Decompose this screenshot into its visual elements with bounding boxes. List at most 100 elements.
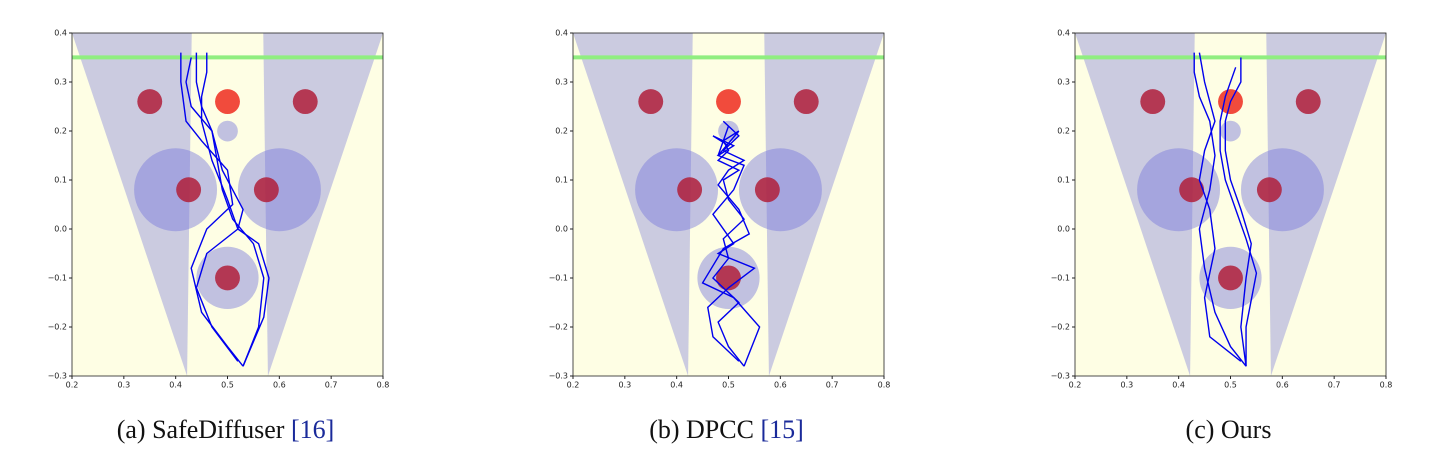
- y-tick-label: 0.3: [54, 78, 67, 87]
- x-tick-label: 0.2: [1069, 381, 1082, 390]
- y-tick-label: 0.4: [555, 29, 568, 38]
- y-tick-label: 0.1: [54, 176, 67, 185]
- x-tick-label: 0.8: [878, 381, 891, 390]
- x-tick-label: 0.3: [117, 381, 130, 390]
- left-cone: [1075, 33, 1195, 376]
- trajectory: [701, 120, 761, 367]
- subplot: 0.2 0.3 0.4 0.5 0.6 0.7 0.8 −0.3 −0.2 −0.1 0.0 0.1 0…: [48, 29, 390, 444]
- citation: [16]: [291, 415, 334, 444]
- safe-zone: [217, 120, 238, 142]
- x-tick-label: 0.4: [670, 381, 683, 390]
- left-cone: [72, 33, 192, 376]
- safe-zone: [1220, 120, 1241, 142]
- y-tick-label: −0.1: [549, 274, 568, 283]
- y-tick-label: 0.2: [54, 127, 67, 136]
- y-tick-label: −0.3: [549, 372, 568, 381]
- x-tick-label: 0.3: [618, 381, 631, 390]
- obstacle: [137, 89, 163, 115]
- y-tick-label: −0.2: [549, 323, 568, 332]
- x-tick-label: 0.6: [1276, 381, 1289, 390]
- y-tick-label: 0.4: [54, 29, 67, 38]
- plot-area: [1075, 33, 1386, 376]
- obstacle: [793, 89, 819, 115]
- obstacle: [1256, 177, 1282, 203]
- x-tick-label: 0.5: [221, 381, 234, 390]
- safe-zone: [738, 148, 822, 232]
- right-cone: [263, 33, 383, 376]
- y-tick-label: 0.1: [1057, 176, 1070, 185]
- caption: (c) Ours: [1186, 415, 1272, 444]
- y-tick-label: −0.2: [1051, 323, 1070, 332]
- caption-text: (c) Ours: [1186, 415, 1272, 444]
- trajectory: [1198, 52, 1242, 362]
- x-tick-label: 0.5: [1224, 381, 1237, 390]
- subplot: 0.2 0.3 0.4 0.5 0.6 0.7 0.8 −0.3 −0.2 −0.1 0.0 0.1 0…: [1051, 29, 1393, 444]
- caption-text: (a) SafeDiffuser: [117, 415, 291, 444]
- x-tick-label: 0.3: [1120, 381, 1133, 390]
- obstacle: [253, 177, 279, 203]
- x-tick-label: 0.2: [66, 381, 79, 390]
- x-tick-label: 0.7: [325, 381, 338, 390]
- safe-zone: [635, 148, 719, 232]
- y-tick-label: 0.4: [1057, 29, 1070, 38]
- obstacle: [215, 89, 240, 115]
- x-tick-label: 0.4: [1172, 381, 1185, 390]
- caption: (a) SafeDiffuser [16]: [117, 415, 335, 444]
- right-cone: [764, 33, 884, 376]
- y-tick-label: 0.0: [1057, 225, 1070, 234]
- x-tick-label: 0.7: [826, 381, 839, 390]
- obstacle: [176, 177, 202, 203]
- trajectory: [185, 57, 244, 362]
- y-tick-label: 0.3: [1057, 78, 1070, 87]
- x-tick-label: 0.8: [377, 381, 390, 390]
- caption-text: (b) DPCC: [649, 415, 760, 444]
- safe-zone: [134, 148, 218, 232]
- obstacle: [215, 265, 240, 291]
- y-tick-label: 0.3: [555, 78, 568, 87]
- y-tick-label: −0.3: [48, 372, 67, 381]
- x-tick-label: 0.4: [169, 381, 182, 390]
- obstacle: [716, 89, 741, 115]
- trajectory: [1219, 67, 1258, 367]
- y-tick-label: 0.0: [555, 225, 568, 234]
- left-cone: [573, 33, 693, 376]
- x-tick-label: 0.7: [1328, 381, 1341, 390]
- safe-zone: [237, 148, 321, 232]
- y-tick-label: −0.2: [48, 323, 67, 332]
- y-tick-label: 0.0: [54, 225, 67, 234]
- y-tick-label: −0.1: [1051, 274, 1070, 283]
- trajectory: [195, 52, 265, 367]
- trajectory: [1193, 52, 1247, 367]
- trajectory: [1224, 57, 1252, 367]
- x-tick-label: 0.8: [1380, 381, 1393, 390]
- safe-zone: [1240, 148, 1324, 232]
- trajectory: [712, 125, 745, 367]
- obstacle: [1295, 89, 1321, 115]
- obstacle: [292, 89, 318, 115]
- x-tick-label: 0.2: [567, 381, 580, 390]
- citation: [15]: [760, 415, 803, 444]
- y-tick-label: −0.3: [1051, 372, 1070, 381]
- safe-zone: [1137, 148, 1221, 232]
- right-cone: [1266, 33, 1386, 376]
- y-tick-label: 0.2: [555, 127, 568, 136]
- y-tick-label: 0.1: [555, 176, 568, 185]
- y-tick-label: 0.2: [1057, 127, 1070, 136]
- obstacle: [638, 89, 664, 115]
- subplot: 0.2 0.3 0.4 0.5 0.6 0.7 0.8 −0.3 −0.2 −0.1 0.0 0.1 0…: [549, 29, 891, 444]
- obstacle: [1218, 265, 1243, 291]
- caption: (b) DPCC [15]: [649, 415, 804, 444]
- x-tick-label: 0.6: [273, 381, 286, 390]
- trajectory: [200, 52, 270, 367]
- plot-area: [573, 33, 884, 376]
- obstacle: [1140, 89, 1166, 115]
- plot-area: [72, 33, 383, 376]
- obstacle: [754, 177, 780, 203]
- x-tick-label: 0.6: [774, 381, 787, 390]
- obstacle: [1179, 177, 1205, 203]
- trajectory: [707, 135, 756, 362]
- obstacle: [677, 177, 703, 203]
- y-tick-label: −0.1: [48, 274, 67, 283]
- x-tick-label: 0.5: [722, 381, 735, 390]
